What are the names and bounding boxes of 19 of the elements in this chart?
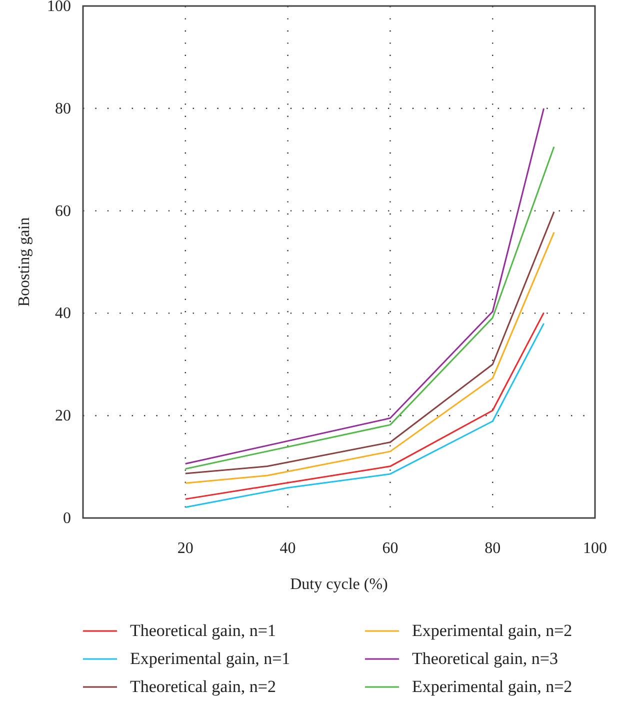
- x-tick-label: 20: [177, 540, 194, 557]
- y-tick-label: 20: [55, 408, 71, 425]
- x-tick-label: 80: [484, 540, 501, 557]
- y-tick-label: 0: [63, 510, 71, 527]
- x-tick-label: 100: [583, 540, 607, 557]
- y-tick-label: 40: [55, 305, 71, 322]
- legend-label: Theoretical gain, n=1: [130, 621, 276, 640]
- legend-label: Experimental gain, n=2: [412, 677, 572, 696]
- y-tick-label: 80: [55, 100, 71, 118]
- legend-label: Experimental gain, n=1: [130, 649, 290, 668]
- legend-label: Theoretical gain, n=2: [130, 677, 276, 696]
- legend-label: Experimental gain, n=2: [412, 621, 572, 640]
- x-axis-title: Duty cycle (%): [290, 576, 388, 593]
- x-tick-label: 40: [280, 540, 296, 557]
- y-axis-title: Boosting gain: [16, 217, 33, 307]
- y-tick-label: 60: [55, 202, 71, 220]
- y-tick-label: 100: [47, 0, 71, 15]
- x-tick-label: 60: [382, 540, 398, 557]
- legend-label: Theoretical gain, n=3: [412, 649, 558, 668]
